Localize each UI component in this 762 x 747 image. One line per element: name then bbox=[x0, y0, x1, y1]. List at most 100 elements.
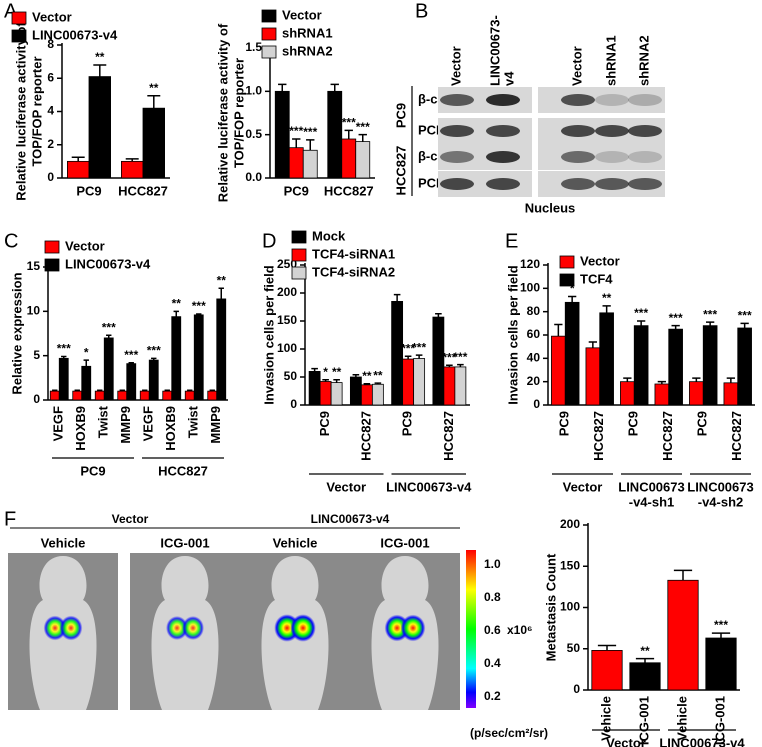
error-bar bbox=[726, 377, 735, 383]
error-bar bbox=[218, 287, 224, 299]
legend-label: shRNA2 bbox=[282, 43, 333, 58]
lane-label: Vector bbox=[448, 46, 463, 86]
significance-label: *** bbox=[412, 340, 426, 354]
group-label: HCC827 bbox=[158, 463, 208, 478]
error-bar bbox=[352, 374, 360, 377]
y-tick-label: 1.0 bbox=[245, 84, 262, 98]
group-label: Vector bbox=[563, 479, 603, 494]
error-bar bbox=[671, 324, 680, 330]
legend-swatch bbox=[291, 230, 307, 244]
error-bar bbox=[306, 139, 315, 151]
bar bbox=[629, 662, 661, 691]
bar bbox=[72, 390, 83, 401]
y-axis-label: TOP/FOP reporter bbox=[29, 56, 44, 166]
error-bar bbox=[52, 389, 58, 392]
bar bbox=[302, 149, 318, 179]
bar bbox=[454, 366, 467, 406]
x-tick-label: Vehicle bbox=[674, 696, 689, 741]
error-bar bbox=[358, 133, 367, 142]
signal-spot bbox=[166, 616, 188, 640]
bar bbox=[184, 390, 195, 401]
legend-label: TCF4 bbox=[580, 271, 613, 286]
y-tick-label: 0 bbox=[290, 397, 297, 411]
group-label: -v4-sh1 bbox=[629, 494, 675, 509]
error-bar bbox=[568, 295, 577, 303]
bar bbox=[585, 347, 601, 406]
error-bar bbox=[97, 389, 103, 392]
bar bbox=[341, 138, 357, 179]
x-tick-label: ICG-001 bbox=[712, 696, 727, 745]
error-bar bbox=[623, 377, 632, 382]
legend-label: LINC00673-v4 bbox=[65, 256, 151, 271]
cell-line-label: HCC827 bbox=[393, 146, 408, 196]
error-bar bbox=[106, 334, 112, 338]
significance-label: ** bbox=[149, 81, 159, 95]
x-tick-label: PC9 bbox=[76, 183, 101, 198]
bar bbox=[667, 579, 699, 691]
bar bbox=[171, 316, 182, 401]
blot-band bbox=[486, 151, 520, 163]
y-axis-label: Invasion cells per field bbox=[505, 265, 520, 404]
y-tick-label: 8 bbox=[47, 37, 54, 51]
significance-label: *** bbox=[57, 342, 71, 356]
error-bar bbox=[602, 305, 611, 313]
signal-spot bbox=[43, 615, 67, 641]
significance-label: *** bbox=[634, 306, 648, 320]
blot-band bbox=[440, 94, 474, 106]
significance-label: ** bbox=[217, 273, 227, 287]
error-bar bbox=[164, 389, 170, 392]
y-axis-label: TOP/FOP reporter bbox=[231, 58, 246, 168]
y-tick-label: 50 bbox=[284, 369, 298, 383]
lane-label: shRNA1 bbox=[603, 35, 618, 86]
bar bbox=[620, 381, 635, 406]
error-bar bbox=[83, 359, 89, 367]
bar bbox=[591, 650, 623, 691]
significance-label: ** bbox=[602, 291, 612, 305]
blot-band bbox=[595, 178, 629, 190]
x-tick-label: Vehicle bbox=[598, 696, 613, 741]
significance-label: *** bbox=[738, 309, 752, 323]
error-bar bbox=[292, 138, 301, 148]
error-bar bbox=[692, 377, 701, 382]
significance-label: ** bbox=[95, 50, 105, 64]
colorbar-tick-label: 0.8 bbox=[484, 590, 501, 604]
x-tick-label: HCC827 bbox=[591, 411, 606, 461]
x-tick-label: PC9 bbox=[400, 411, 415, 436]
error-bar bbox=[711, 632, 731, 639]
x-tick-label: VEGF bbox=[51, 406, 66, 441]
error-bar bbox=[344, 129, 353, 139]
error-bar bbox=[637, 320, 646, 326]
y-axis-label: Relative luciferase activity of bbox=[215, 23, 230, 202]
x-tick-label: HCC827 bbox=[358, 411, 373, 461]
blot-band bbox=[486, 94, 520, 106]
bar bbox=[274, 90, 290, 179]
error-bar bbox=[374, 382, 382, 385]
error-bar bbox=[415, 354, 423, 359]
panel-label: D bbox=[262, 230, 276, 252]
bar bbox=[402, 358, 415, 406]
bar bbox=[355, 141, 371, 179]
legend-label: TCF4-siRNA1 bbox=[312, 246, 395, 261]
legend-label: Vector bbox=[65, 238, 105, 253]
error-bar bbox=[333, 379, 340, 383]
bar bbox=[723, 382, 739, 406]
blot-band bbox=[561, 178, 595, 190]
bar bbox=[49, 390, 60, 401]
error-bar bbox=[657, 380, 666, 384]
bar bbox=[103, 337, 114, 401]
signal-spot bbox=[290, 614, 316, 642]
significance-label: *** bbox=[124, 348, 138, 362]
error-bar bbox=[322, 379, 329, 382]
group-label: PC9 bbox=[80, 463, 105, 478]
group-label: LINC00673-v4 bbox=[386, 479, 472, 494]
signal-spot bbox=[59, 615, 83, 641]
x-tick-label: Twist bbox=[186, 405, 201, 438]
error-bar bbox=[446, 364, 453, 367]
error-bar bbox=[93, 64, 107, 77]
y-tick-label: 150 bbox=[560, 558, 580, 572]
bar bbox=[349, 376, 362, 406]
significance-label: ** bbox=[172, 297, 182, 311]
error-bar bbox=[119, 389, 125, 392]
bar bbox=[216, 298, 227, 401]
